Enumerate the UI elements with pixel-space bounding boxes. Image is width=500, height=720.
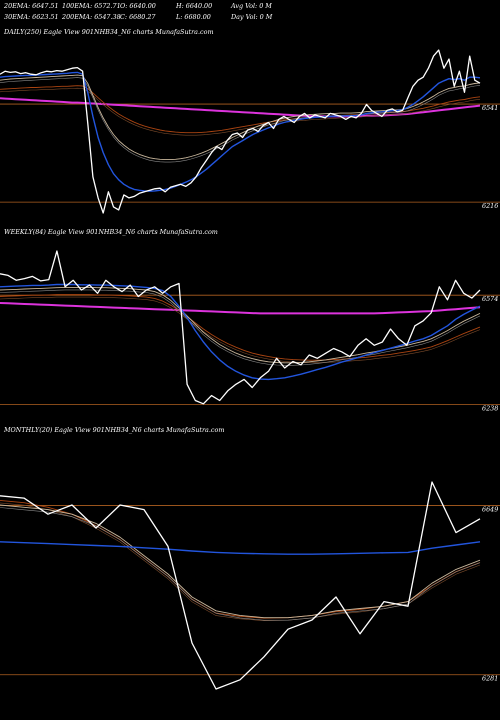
daily-ema-mid-band-line — [0, 77, 481, 163]
monthly-price-line — [0, 481, 481, 690]
weekly-ema-slow-band-line — [0, 296, 481, 364]
weekly-price-line — [0, 250, 481, 405]
daily-ema-slow-band-line — [0, 87, 481, 136]
weekly-ema-long-line — [0, 302, 481, 315]
high-value: H: 6640.00 — [176, 2, 213, 10]
weekly-chart-title: WEEKLY(84) Eagle View 901NHB34_N6 charts… — [4, 228, 218, 236]
weekly-ema-slow-line — [0, 294, 481, 361]
weekly-tick-label-6574: 6574 — [482, 295, 498, 303]
daily-chart-title: DAILY(250) Eagle View 901NHB34_N6 charts… — [4, 28, 214, 36]
daily-ema-slow-line — [0, 85, 481, 134]
monthly-ema-slow-line — [0, 499, 481, 619]
weekly-ema-mid-band-line — [0, 289, 481, 366]
weekly-ema-fast-line — [0, 283, 481, 381]
daily-chart: 6541 6216 — [0, 49, 500, 214]
day-volume-value: Day Vol: 0 M — [231, 13, 273, 21]
indicator-header-row1: 20EMA: 6647.51 100EMA: 6572.71O: 6640.00 H… — [4, 2, 272, 10]
monthly-chart-title: MONTHLY(20) Eagle View 901NHB34_N6 chart… — [4, 426, 225, 434]
monthly-ema-mid-line — [0, 504, 481, 619]
ema30-value: 30EMA: 6623.51 — [4, 13, 59, 21]
daily-price-line — [0, 49, 481, 214]
low-value: L: 6680.00 — [176, 13, 211, 21]
indicator-header-row2: 30EMA: 6623.51 200EMA: 6547.38C: 6680.27 L… — [4, 13, 272, 21]
open-value: O: 6640.00 — [120, 2, 156, 10]
ema20-value: 20EMA: 6647.51 — [4, 2, 59, 10]
daily-tick-label-6541: 6541 — [482, 104, 498, 112]
weekly-tick-label-6238: 6238 — [482, 404, 498, 412]
monthly-ema-mid-band-line — [0, 507, 481, 621]
ema200-value: 200EMA: 6547.38 — [62, 13, 121, 21]
daily-ema-mid-line — [0, 74, 481, 161]
weekly-chart: 6574 6238 — [0, 250, 500, 412]
monthly-chart: 6649 6281 — [0, 481, 500, 690]
monthly-tick-label-6281: 6281 — [482, 675, 498, 683]
avg-volume-value: Avg Vol: 0 M — [231, 2, 272, 10]
daily-ema-fast-line — [0, 71, 481, 192]
monthly-ema-fast-line — [0, 541, 481, 555]
close-value: C: 6680.27 — [120, 13, 156, 21]
daily-tick-label-6216: 6216 — [482, 202, 498, 210]
ema100-value: 100EMA: 6572.71 — [62, 2, 121, 10]
monthly-tick-label-6649: 6649 — [482, 505, 498, 513]
